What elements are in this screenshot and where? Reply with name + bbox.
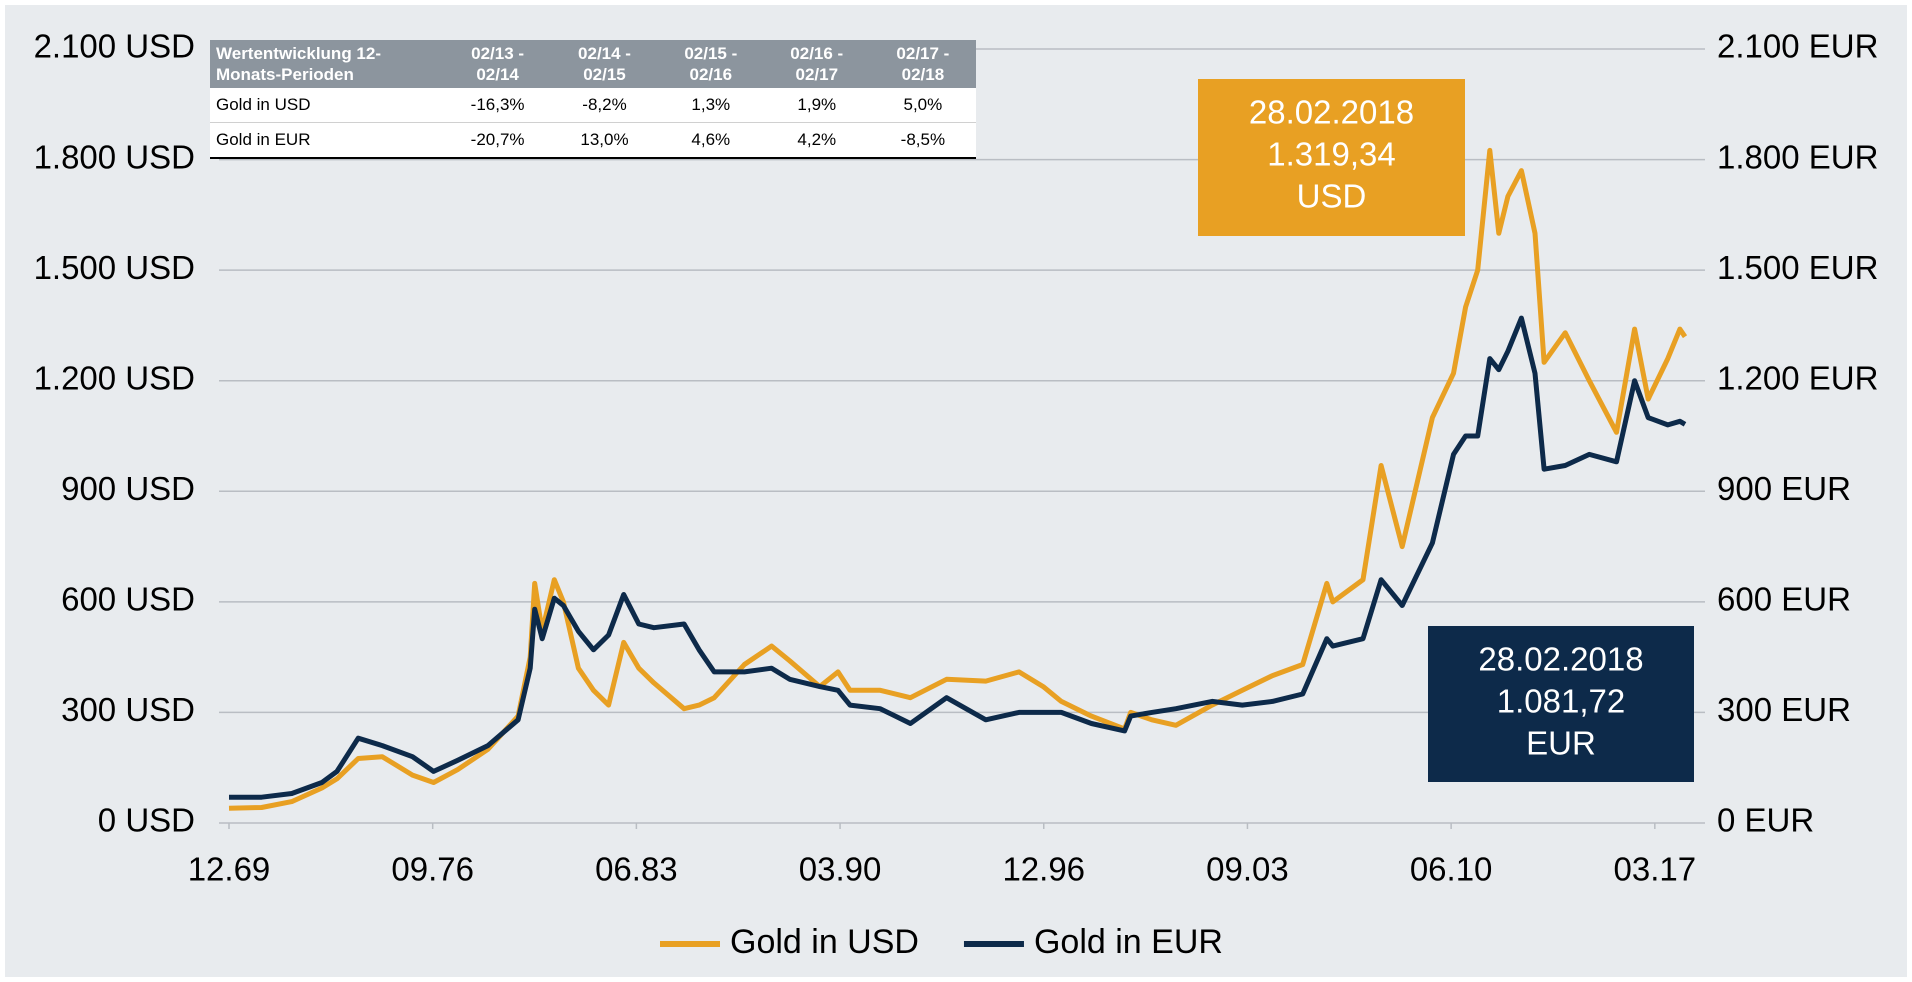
table-cell: 4,6% [657, 122, 764, 159]
data-line [229, 315, 1687, 800]
y2-tick-label: 600 EUR [1717, 581, 1851, 618]
y-tick-label: 1.500 USD [34, 249, 195, 286]
y-tick-label: 300 USD [61, 691, 195, 728]
table-row: Gold in USD -16,3% -8,2% 1,3% 1,9% 5,0% [210, 88, 976, 123]
table-cell: Gold in EUR [210, 122, 444, 159]
table-cell: 1,3% [657, 88, 764, 123]
table-header-cell: 02/14 - 02/15 [551, 40, 658, 88]
table-cell: -8,5% [869, 122, 976, 159]
x-tick-label: 06.10 [1410, 851, 1493, 888]
y-tick-label: 0 USD [98, 802, 195, 839]
annotation-text: 1.319,34 [1267, 136, 1395, 173]
x-tick-label: 09.76 [391, 851, 474, 888]
table-header-cell: 02/16 - 02/17 [763, 40, 870, 88]
y2-tick-label: 300 EUR [1717, 691, 1851, 728]
y2-tick-label: 1.800 EUR [1717, 138, 1878, 175]
table-cell: 1,9% [763, 88, 870, 123]
y-tick-label: 2.100 USD [34, 28, 195, 65]
table-cell: 13,0% [551, 122, 658, 159]
table-cell: 5,0% [869, 88, 976, 123]
table-header-cell: Wertentwicklung 12-Monats-Perioden [210, 40, 444, 88]
table-header-row: Wertentwicklung 12-Monats-Perioden 02/13 … [210, 40, 976, 88]
annotation-text: EUR [1526, 725, 1596, 762]
x-tick-label: 06.83 [595, 851, 678, 888]
y2-tick-label: 2.100 EUR [1717, 28, 1878, 65]
x-tick-label: 03.17 [1614, 851, 1697, 888]
annotation-text: 28.02.2018 [1249, 94, 1414, 131]
x-tick-label: 12.69 [188, 851, 271, 888]
y-tick-label: 1.800 USD [34, 138, 195, 175]
table-cell: Gold in USD [210, 88, 444, 123]
y2-tick-label: 1.200 EUR [1717, 359, 1878, 396]
table-header-cell: 02/17 - 02/18 [869, 40, 976, 88]
y-tick-label: 1.200 USD [34, 359, 195, 396]
annotation-text: 1.081,72 [1497, 683, 1625, 720]
y2-tick-label: 900 EUR [1717, 470, 1851, 507]
x-tick-label: 03.90 [799, 851, 882, 888]
table-cell: -20,7% [444, 122, 552, 159]
performance-table: Wertentwicklung 12-Monats-Perioden 02/13 … [210, 40, 976, 159]
x-tick-label: 12.96 [1002, 851, 1085, 888]
legend-label: Gold in USD [730, 923, 919, 961]
table-cell: 4,2% [763, 122, 870, 159]
table-header-cell: 02/13 - 02/14 [444, 40, 552, 88]
table-cell: -8,2% [551, 88, 658, 123]
annotation-box [1428, 626, 1694, 782]
table-cell: -16,3% [444, 88, 552, 123]
table-header-cell: 02/15 - 02/16 [657, 40, 764, 88]
y-tick-label: 600 USD [61, 581, 195, 618]
y2-tick-label: 0 EUR [1717, 802, 1814, 839]
annotation-text: USD [1297, 178, 1367, 215]
x-tick-label: 09.03 [1206, 851, 1289, 888]
legend-label: Gold in EUR [1034, 923, 1223, 961]
annotation-text: 28.02.2018 [1478, 641, 1643, 678]
annotation-box [1198, 79, 1465, 236]
table-row: Gold in EUR -20,7% 13,0% 4,6% 4,2% -8,5% [210, 122, 976, 159]
y2-tick-label: 1.500 EUR [1717, 249, 1878, 286]
y-tick-label: 900 USD [61, 470, 195, 507]
